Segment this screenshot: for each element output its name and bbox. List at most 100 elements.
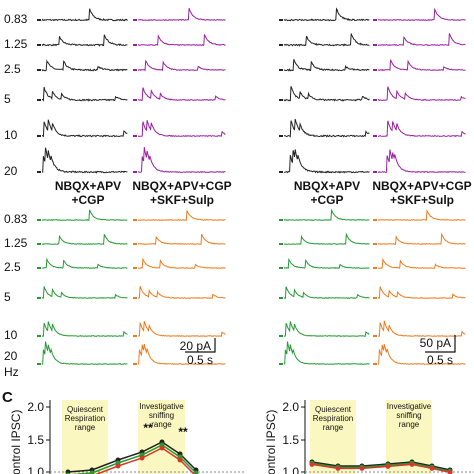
row-label: 5 bbox=[4, 290, 11, 304]
summary-point bbox=[159, 445, 165, 451]
summary-point bbox=[335, 465, 341, 471]
summary-point bbox=[309, 461, 315, 467]
trace bbox=[377, 257, 466, 269]
scale-amplitude: 50 pA bbox=[420, 336, 451, 350]
region-label: Quiescent bbox=[67, 405, 104, 414]
significance: ** bbox=[143, 421, 153, 435]
row-label: 10 bbox=[4, 128, 18, 142]
region-label: range bbox=[151, 420, 172, 429]
trace bbox=[137, 147, 226, 173]
row-label: 2.5 bbox=[4, 260, 21, 274]
trace bbox=[41, 86, 128, 102]
trace bbox=[41, 34, 128, 47]
quiescent-region bbox=[310, 400, 356, 474]
trace bbox=[377, 149, 466, 174]
trace bbox=[378, 7, 466, 21]
row-label: 10 bbox=[4, 328, 18, 342]
summary-point bbox=[89, 470, 95, 474]
trace bbox=[41, 341, 128, 365]
y-tick-label: 1.0 bbox=[27, 465, 44, 474]
heading: NBQX+APV bbox=[55, 179, 121, 193]
y-tick-label: 1.0 bbox=[282, 465, 299, 474]
trace bbox=[283, 59, 370, 72]
trace bbox=[138, 343, 226, 365]
region-label: range bbox=[323, 423, 344, 432]
region-label: sniffing bbox=[149, 411, 174, 420]
heading: NBQX+APV+CGP bbox=[372, 179, 471, 193]
y-tick-label: 2.0 bbox=[27, 400, 44, 414]
row-label: 20 bbox=[4, 164, 18, 178]
row-label: 1.25 bbox=[4, 236, 28, 250]
trace bbox=[283, 208, 370, 221]
trace bbox=[377, 120, 466, 138]
trace bbox=[377, 232, 466, 245]
row-label: 1.25 bbox=[4, 37, 28, 51]
scale-time: 0.5 s bbox=[427, 353, 453, 367]
scale-bar bbox=[425, 335, 456, 353]
scale-time: 0.5 s bbox=[187, 353, 213, 367]
row-label: 20 bbox=[4, 349, 18, 363]
heading: +SKF+Sulp bbox=[150, 193, 214, 207]
trace bbox=[284, 232, 370, 245]
trace bbox=[283, 341, 370, 365]
trace bbox=[283, 86, 370, 102]
region-label: Investigative bbox=[139, 402, 184, 411]
trace bbox=[41, 321, 128, 337]
trace bbox=[41, 119, 128, 138]
trace bbox=[137, 7, 226, 22]
trace bbox=[377, 344, 466, 365]
summary-point bbox=[177, 457, 183, 463]
trace bbox=[377, 86, 466, 102]
trace bbox=[138, 286, 226, 299]
region-label: range bbox=[75, 423, 96, 432]
labels: 0.83 1.25 2.5 5 10 20 0.83 1.25 2.5 5 10 20 Hz NBQX+A… bbox=[2, 12, 474, 474]
trace bbox=[283, 33, 370, 47]
trace bbox=[41, 209, 128, 221]
sniff-region bbox=[138, 400, 185, 474]
row-label: 5 bbox=[4, 92, 11, 106]
y-axis-label: ontrol IPSC) bbox=[9, 410, 23, 474]
scale-amplitude: 20 pA bbox=[180, 339, 211, 353]
quiescent-region bbox=[62, 400, 108, 474]
trace bbox=[137, 34, 226, 47]
trace bbox=[137, 233, 226, 246]
summary-point bbox=[429, 465, 435, 471]
trace bbox=[42, 257, 128, 269]
trace bbox=[41, 59, 128, 72]
y-tick-label: 1.5 bbox=[282, 433, 299, 447]
trace bbox=[137, 257, 226, 269]
heading: NBQX+APV bbox=[294, 179, 360, 193]
region-label: range bbox=[399, 420, 420, 429]
trace bbox=[377, 209, 466, 221]
trace bbox=[283, 7, 370, 22]
summary-point bbox=[409, 461, 415, 467]
trace bbox=[138, 210, 226, 222]
panel-label: C bbox=[2, 389, 13, 406]
heading: +CGP bbox=[71, 193, 104, 207]
trace bbox=[283, 149, 370, 174]
summary-point bbox=[139, 455, 145, 461]
trace bbox=[283, 118, 370, 138]
trace bbox=[284, 286, 370, 300]
traces bbox=[37, 7, 466, 365]
scale-bar bbox=[185, 338, 216, 353]
y-tick-label: 2.0 bbox=[282, 400, 299, 414]
summary-point bbox=[385, 463, 391, 469]
region-label: Respiration bbox=[65, 414, 105, 423]
trace bbox=[137, 120, 226, 138]
trace bbox=[41, 8, 128, 22]
row-label: 0.83 bbox=[4, 12, 28, 26]
row-label: 2.5 bbox=[4, 62, 21, 76]
region-label: Quiescent bbox=[315, 405, 352, 414]
y-axis-label: ontrol IPSC) bbox=[264, 410, 278, 474]
heading: NBQX+APV+CGP bbox=[132, 179, 231, 193]
trace bbox=[283, 257, 370, 269]
significance: ** bbox=[178, 425, 188, 439]
trace bbox=[377, 320, 466, 337]
region-label: Investigative bbox=[387, 402, 432, 411]
unit-label: Hz bbox=[4, 365, 19, 379]
y-tick-label: 1.5 bbox=[27, 433, 44, 447]
trace bbox=[377, 286, 466, 299]
row-label: 0.83 bbox=[4, 212, 28, 226]
